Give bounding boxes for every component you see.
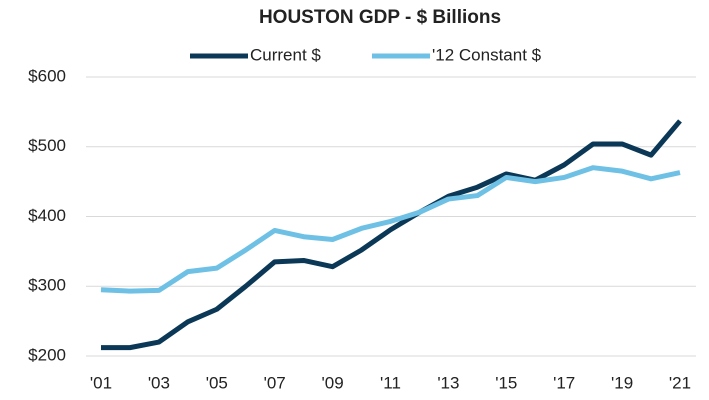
x-tick-label: '21 bbox=[669, 373, 691, 392]
y-tick-label: $200 bbox=[28, 345, 66, 364]
y-tick-label: $400 bbox=[28, 206, 66, 225]
x-tick-label: '19 bbox=[611, 373, 633, 392]
x-tick-label: '11 bbox=[380, 373, 401, 392]
x-tick-label: '15 bbox=[495, 373, 517, 392]
y-tick-label: $600 bbox=[28, 66, 66, 85]
legend-label: Current $ bbox=[250, 45, 321, 64]
line-series bbox=[100, 165, 681, 294]
y-tick-label: $500 bbox=[28, 136, 66, 155]
x-tick-label: '07 bbox=[264, 373, 286, 392]
x-tick-label: '17 bbox=[553, 373, 575, 392]
x-tick-label: '03 bbox=[148, 373, 170, 392]
legend-label: '12 Constant $ bbox=[432, 45, 542, 64]
x-tick-label: '13 bbox=[437, 373, 459, 392]
x-tick-label: '09 bbox=[322, 373, 344, 392]
x-tick-label: '01 bbox=[90, 373, 112, 392]
x-tick-label: '05 bbox=[206, 373, 228, 392]
line-series bbox=[101, 119, 682, 351]
chart-title: HOUSTON GDP - $ Billions bbox=[259, 7, 501, 28]
y-tick-label: $300 bbox=[28, 276, 66, 295]
